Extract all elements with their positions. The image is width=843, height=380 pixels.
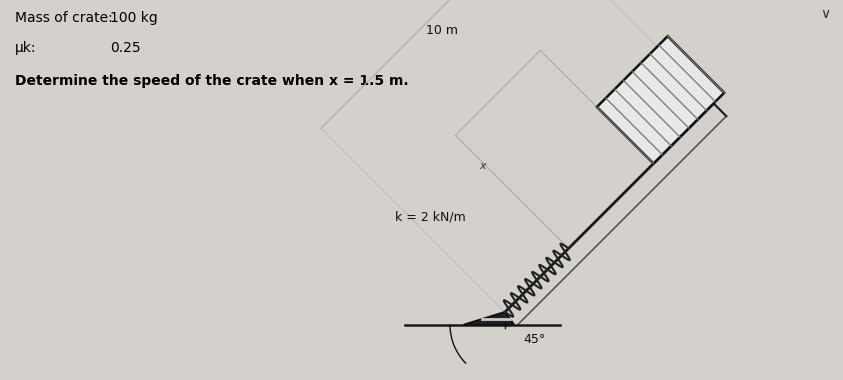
Text: 0.25: 0.25: [110, 41, 141, 55]
Text: 100 kg: 100 kg: [110, 11, 158, 25]
Polygon shape: [597, 36, 724, 163]
Text: Determine the speed of the crate when x = 1.5 m.: Determine the speed of the crate when x …: [15, 74, 409, 88]
Text: Mass of crate:: Mass of crate:: [15, 11, 113, 25]
Text: μk:: μk:: [15, 41, 36, 55]
Text: 45°: 45°: [523, 333, 545, 346]
Text: ∨: ∨: [820, 7, 830, 21]
Text: k = 2 kN/m: k = 2 kN/m: [395, 210, 465, 223]
Text: 10 m: 10 m: [426, 24, 458, 38]
Polygon shape: [464, 312, 514, 325]
Text: x: x: [479, 160, 486, 171]
